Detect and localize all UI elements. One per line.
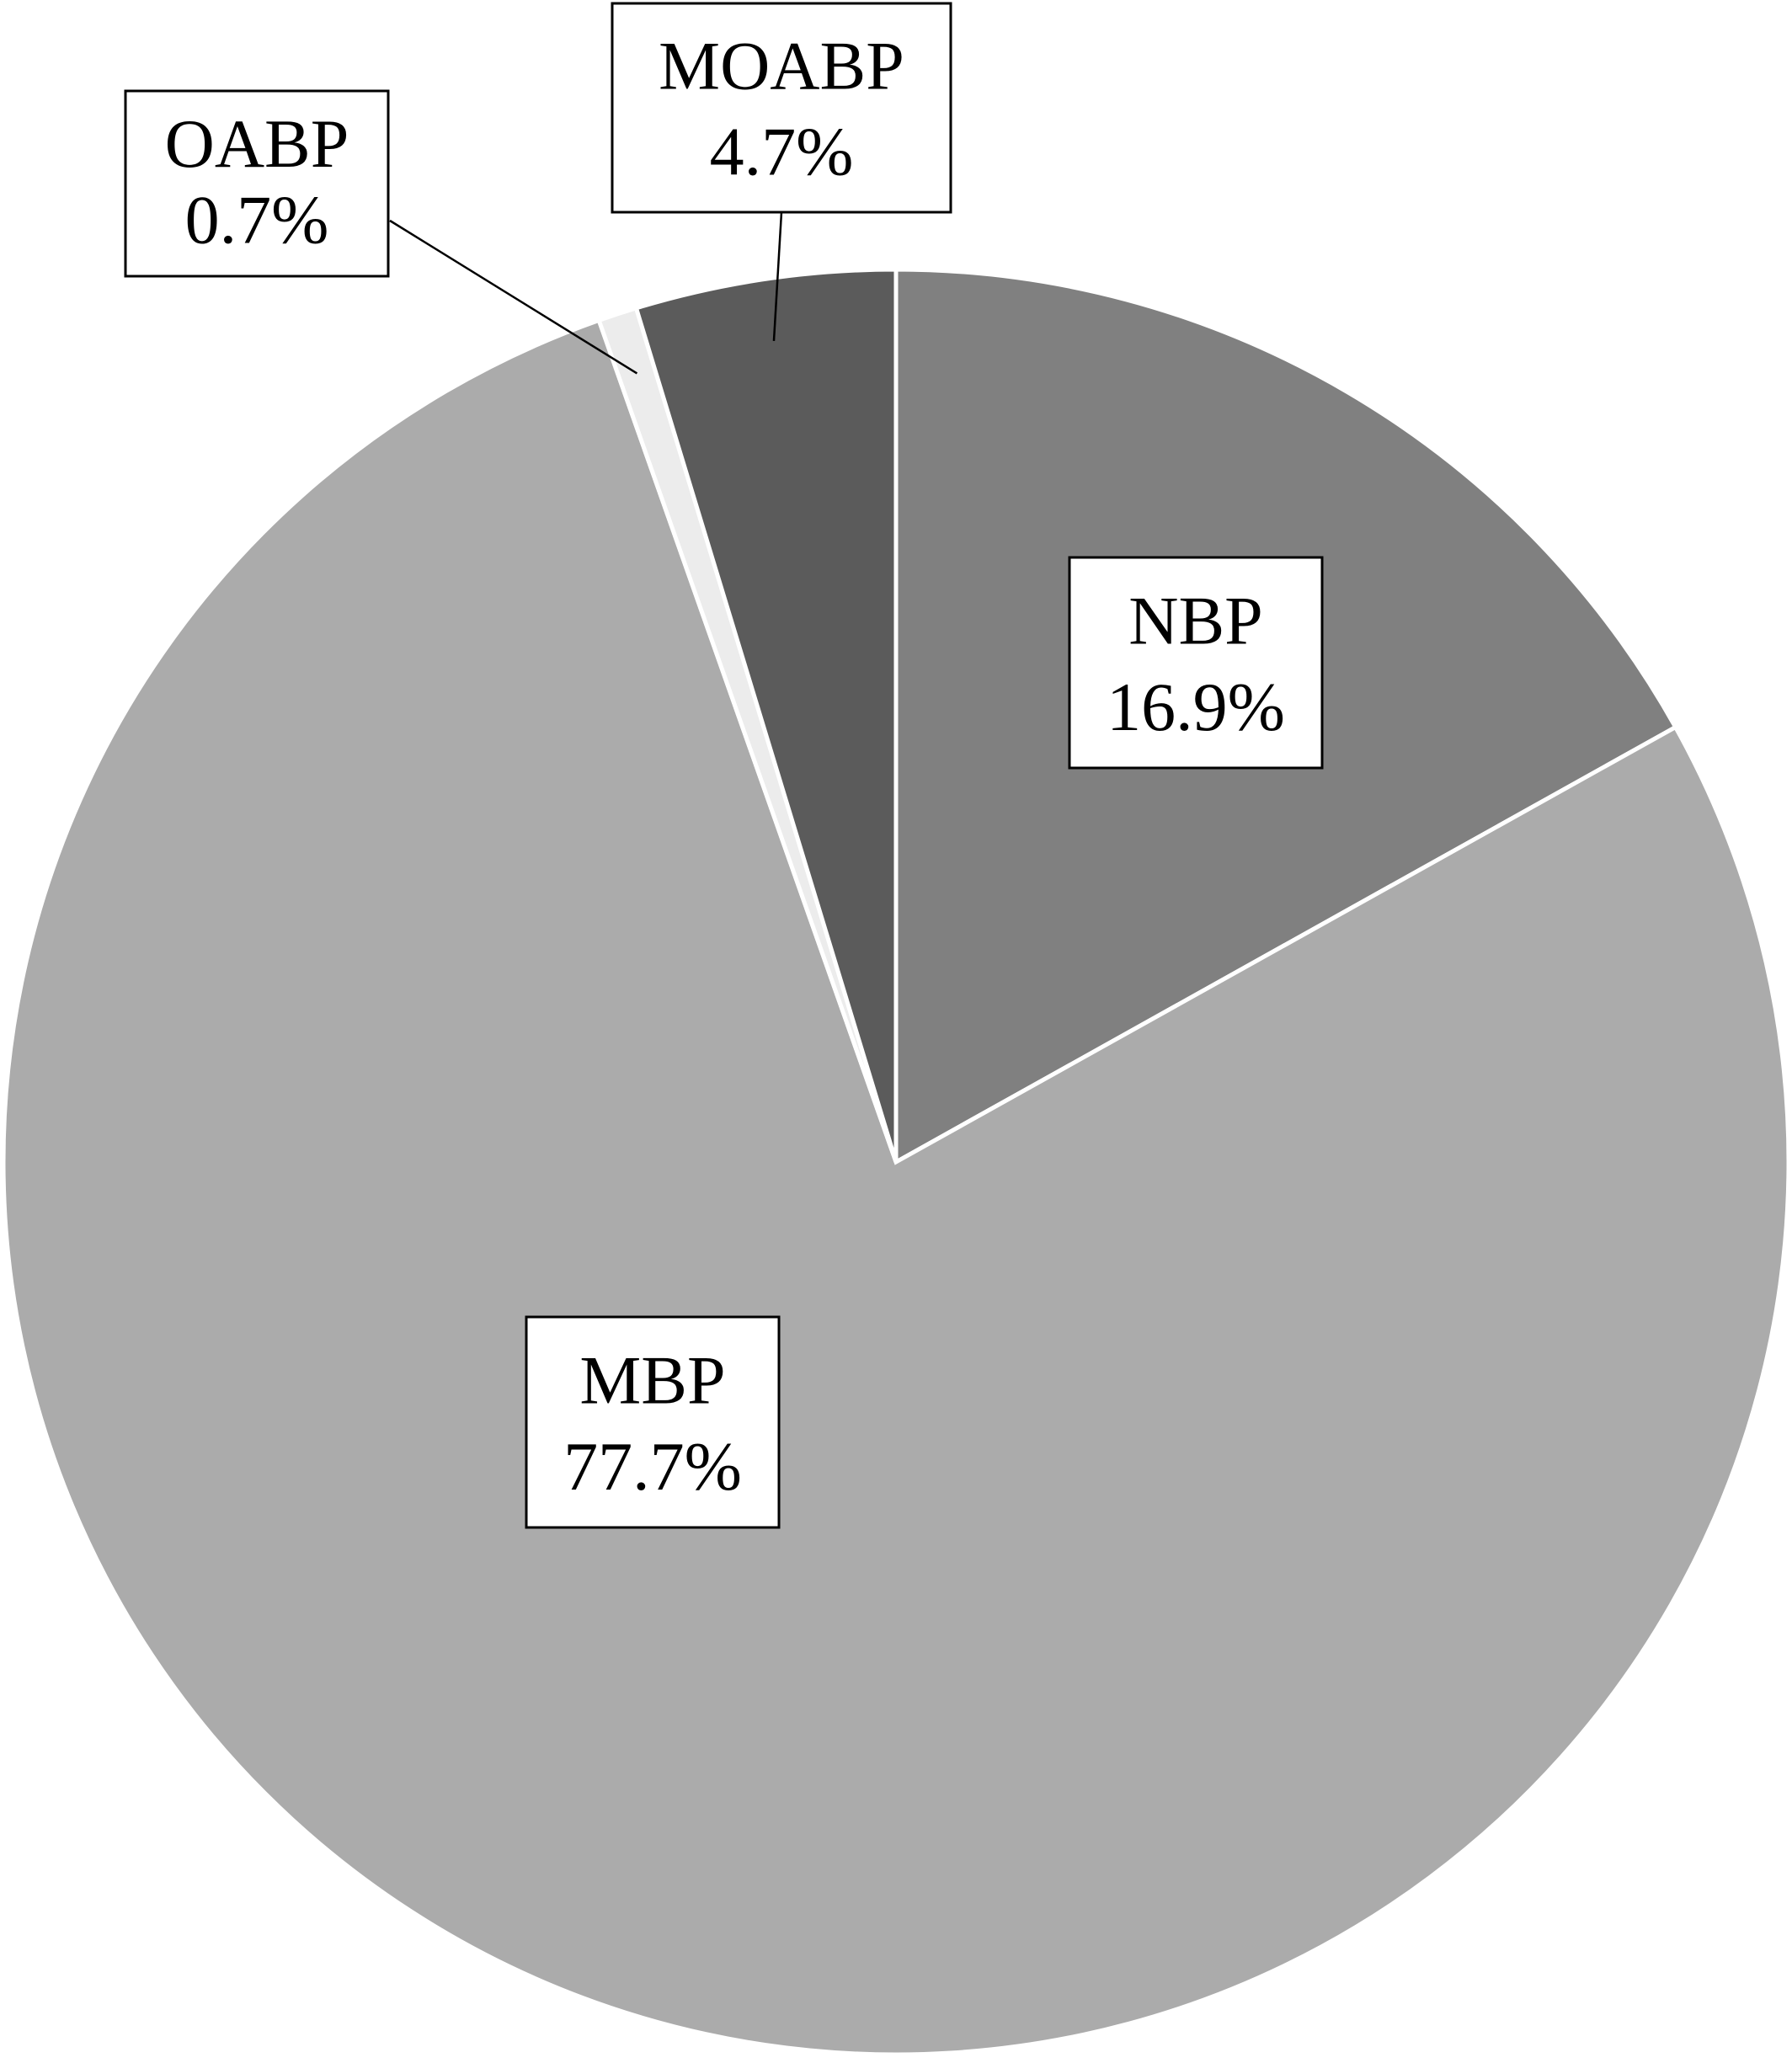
data-label-moabp: MOABP 4.7% <box>611 2 952 214</box>
slice-percentage-label: 4.7% <box>710 113 854 189</box>
data-label-mbp: MBP 77.7% <box>525 1315 781 1529</box>
data-label-box <box>124 89 390 278</box>
pie-slice-moabp <box>633 267 899 1163</box>
pie-slice-mbp <box>1 317 1791 2057</box>
slice-percentage-label: 77.7% <box>563 1428 742 1505</box>
data-label-box <box>611 2 952 214</box>
slice-category-label: MOABP <box>659 28 904 104</box>
slice-category-label: NBP <box>1128 583 1263 659</box>
leader-lines <box>389 211 783 375</box>
slice-percentage-label: 0.7% <box>185 181 329 258</box>
data-label-box <box>1068 556 1324 770</box>
slice-category-label: MBP <box>579 1342 725 1419</box>
slice-percentage-label: 16.9% <box>1107 669 1285 745</box>
data-label-nbp: NBP 16.9% <box>1068 556 1324 770</box>
leader-line-moabp <box>772 211 783 342</box>
slice-category-label: OABP <box>165 105 349 182</box>
leader-line-oabp <box>389 219 638 375</box>
data-label-box <box>525 1315 781 1529</box>
pie-slices <box>1 267 1791 2057</box>
